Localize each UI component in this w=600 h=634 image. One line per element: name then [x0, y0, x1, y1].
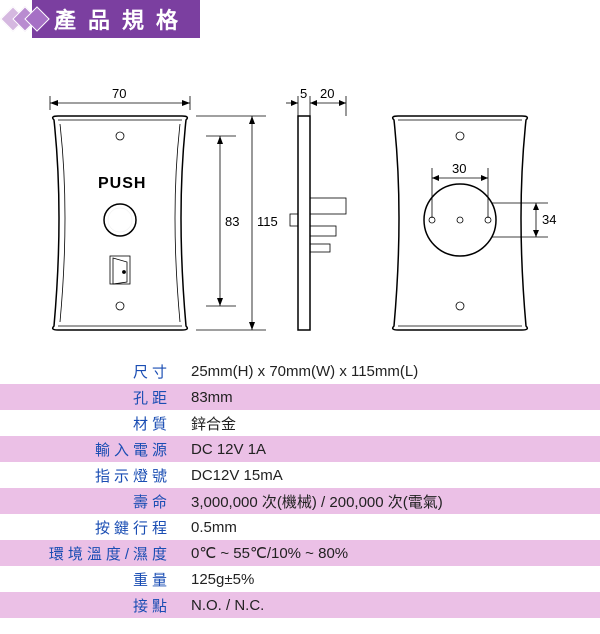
header-band: 產品規格 — [0, 0, 600, 38]
spec-label: 指示燈號 — [0, 462, 185, 488]
spec-value: 125g±5% — [185, 566, 600, 592]
spec-label: 材質 — [0, 410, 185, 436]
dim-depth: 5 — [300, 86, 307, 101]
spec-row: 壽命3,000,000 次(機械) / 200,000 次(電氣) — [0, 488, 600, 514]
spec-value: 0℃ ~ 55℃/10% ~ 80% — [185, 540, 600, 566]
spec-label: 尺寸 — [0, 358, 185, 384]
spec-value: 鋅合金 — [185, 410, 600, 436]
spec-value: 3,000,000 次(機械) / 200,000 次(電氣) — [185, 488, 600, 514]
spec-label: 輸入電源 — [0, 436, 185, 462]
spec-label: 按鍵行程 — [0, 514, 185, 540]
spec-row: 孔距83mm — [0, 384, 600, 410]
spec-table: 尺寸25mm(H) x 70mm(W) x 115mm(L)孔距83mm材質鋅合… — [0, 358, 600, 618]
spec-value: DC 12V 1A — [185, 436, 600, 462]
spec-value: DC12V 15mA — [185, 462, 600, 488]
spec-row: 尺寸25mm(H) x 70mm(W) x 115mm(L) — [0, 358, 600, 384]
spec-label: 孔距 — [0, 384, 185, 410]
dimension-diagram: 70 PUSH 83 115 5 20 — [0, 38, 600, 358]
spec-row: 接點N.O. / N.C. — [0, 592, 600, 618]
spec-label: 重量 — [0, 566, 185, 592]
spec-row: 環境溫度/濕度0℃ ~ 55℃/10% ~ 80% — [0, 540, 600, 566]
spec-value: N.O. / N.C. — [185, 592, 600, 618]
spec-value: 0.5mm — [185, 514, 600, 540]
push-label: PUSH — [98, 175, 146, 192]
spec-row: 輸入電源DC 12V 1A — [0, 436, 600, 462]
spec-value: 25mm(H) x 70mm(W) x 115mm(L) — [185, 358, 600, 384]
spec-row: 材質鋅合金 — [0, 410, 600, 436]
dim-rear-pitch: 34 — [542, 212, 556, 227]
spec-label: 環境溫度/濕度 — [0, 540, 185, 566]
spec-label: 接點 — [0, 592, 185, 618]
dim-hole-pitch: 83 — [225, 214, 239, 229]
dim-rear-circle: 30 — [452, 161, 466, 176]
section-title: 產品規格 — [32, 0, 200, 38]
spec-row: 重量125g±5% — [0, 566, 600, 592]
spec-label: 壽命 — [0, 488, 185, 514]
spec-value: 83mm — [185, 384, 600, 410]
spec-row: 按鍵行程0.5mm — [0, 514, 600, 540]
spec-row: 指示燈號DC12V 15mA — [0, 462, 600, 488]
dim-width: 70 — [112, 86, 126, 101]
dim-height: 115 — [257, 214, 278, 229]
diagram-svg: 70 PUSH 83 115 5 20 — [0, 38, 600, 358]
dim-back: 20 — [320, 86, 334, 101]
